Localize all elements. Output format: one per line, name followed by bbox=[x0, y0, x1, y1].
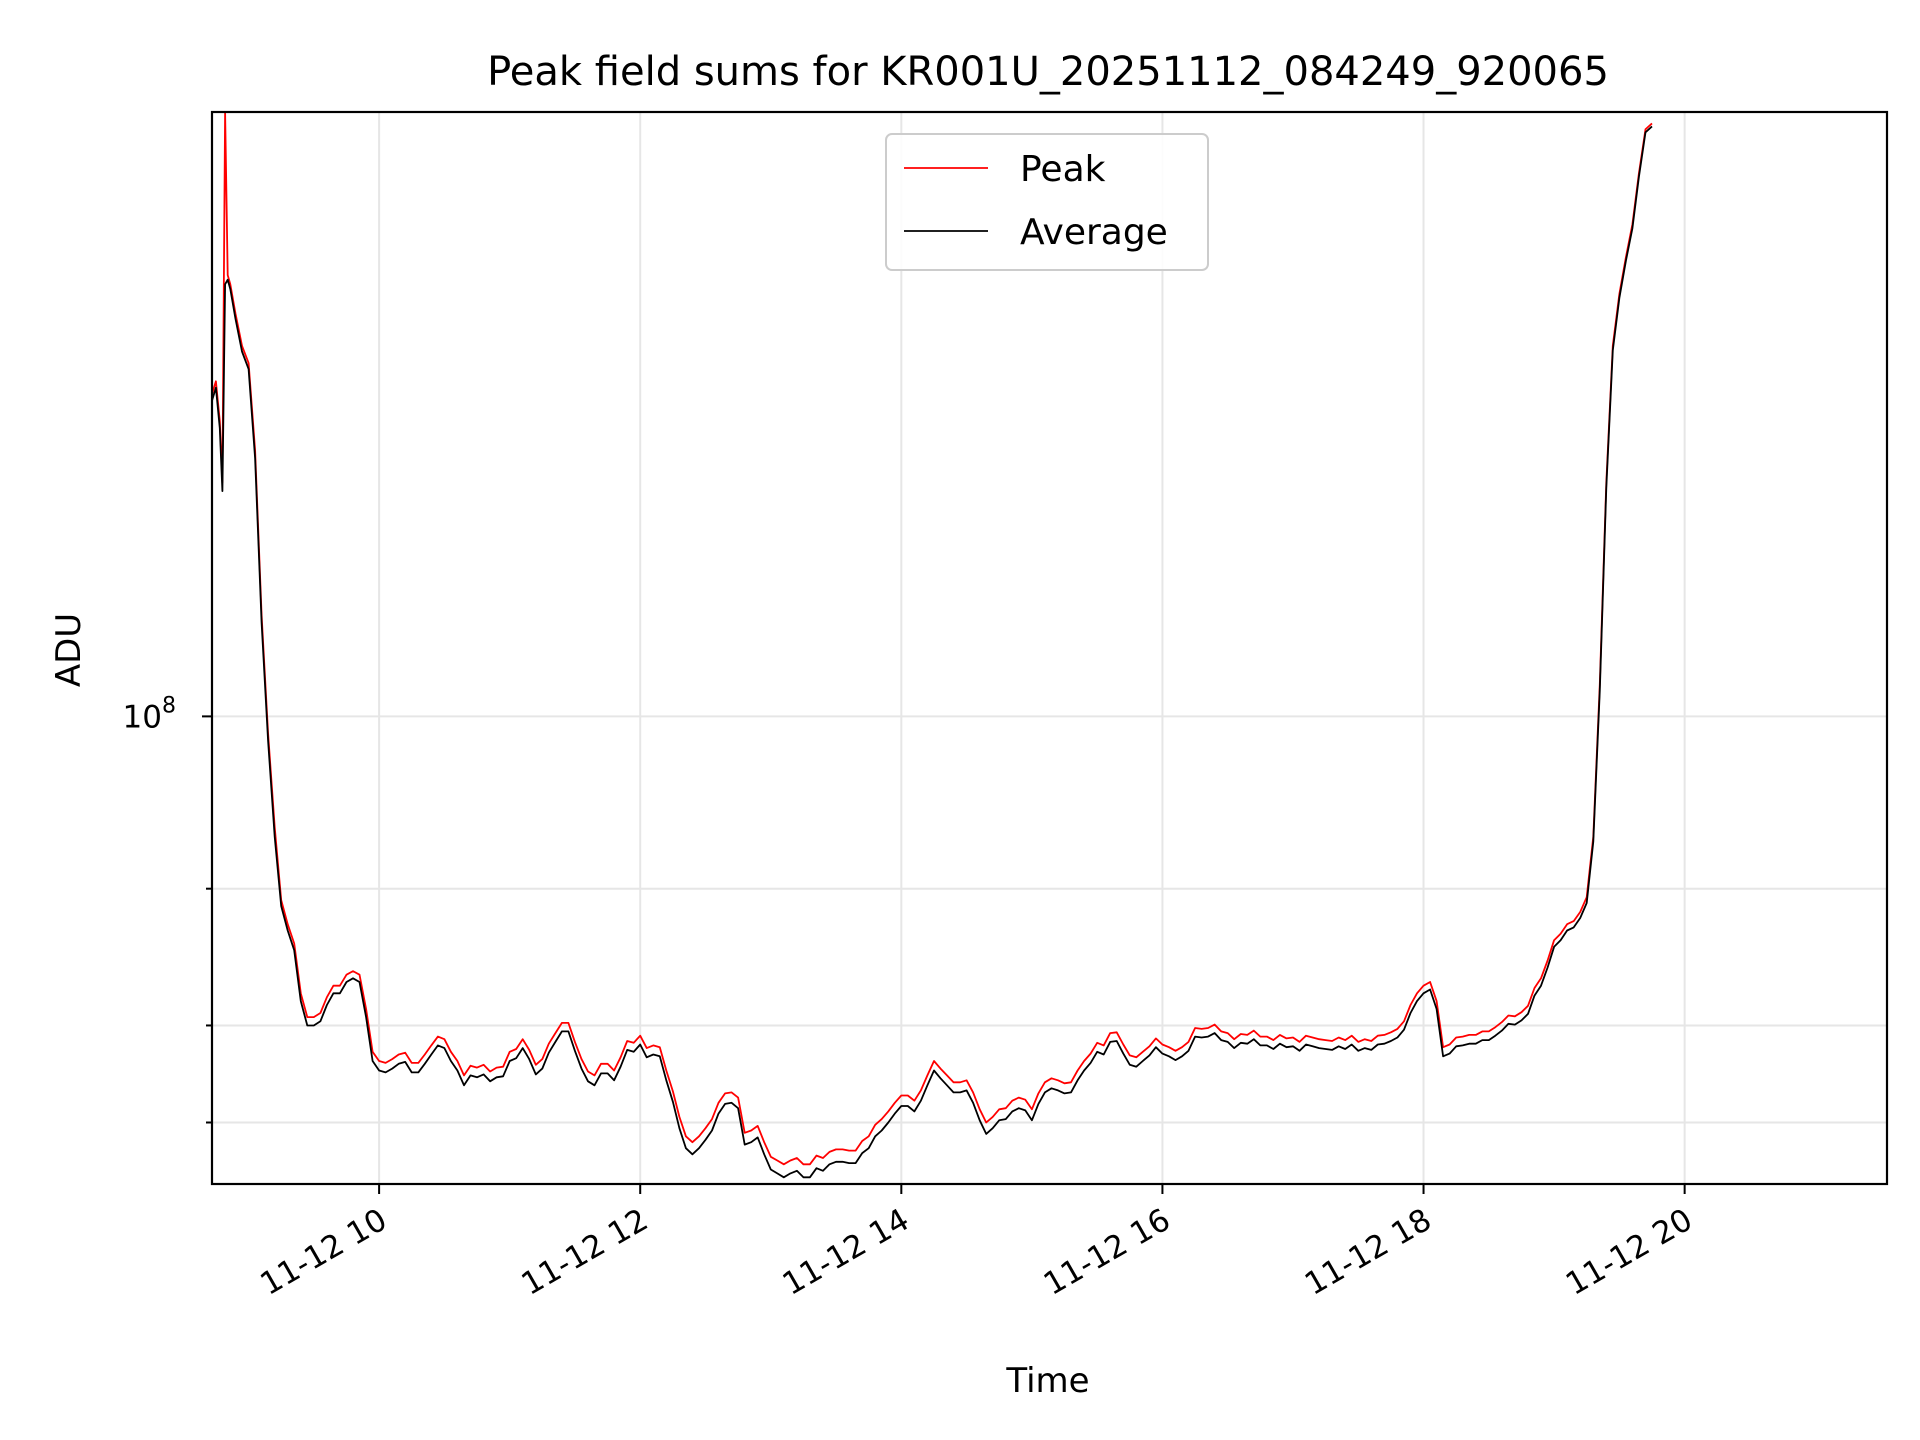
plot-area bbox=[212, 112, 1653, 1179]
x-tick-label: 11-12 16 bbox=[1038, 1202, 1177, 1303]
plot-frame bbox=[210, 110, 1889, 1186]
x-tick-label: 11-12 12 bbox=[515, 1202, 654, 1303]
x-axis-ticks: 11-12 10 11-12 12 11-12 14 11-12 16 11-12 18… bbox=[254, 1184, 1699, 1303]
legend-label-average: Average bbox=[1020, 212, 1168, 253]
x-axis-label: Time bbox=[1005, 1361, 1089, 1401]
series-line-average bbox=[212, 125, 1653, 1179]
legend: Peak Average bbox=[885, 133, 1209, 271]
grid bbox=[212, 112, 1887, 1184]
series-line-peak bbox=[212, 112, 1653, 1166]
legend-label-peak: Peak bbox=[1020, 149, 1106, 190]
x-tick-label: 11-12 18 bbox=[1299, 1202, 1438, 1303]
x-tick-label: 11-12 14 bbox=[777, 1202, 916, 1303]
y-axis-label: ADU bbox=[49, 613, 89, 687]
y-axis-ticks: 10 8 bbox=[123, 693, 212, 1124]
x-tick-label: 11-12 20 bbox=[1560, 1202, 1699, 1303]
x-tick-label: 11-12 10 bbox=[254, 1202, 393, 1303]
chart-title: Peak field sums for KR001U_20251112_0842… bbox=[487, 49, 1609, 95]
series-lines bbox=[212, 112, 1653, 1179]
y-tick-label-exponent: 8 bbox=[162, 693, 176, 718]
y-tick-label-base: 10 bbox=[123, 699, 162, 735]
y-tick-label: 10 bbox=[123, 699, 162, 735]
